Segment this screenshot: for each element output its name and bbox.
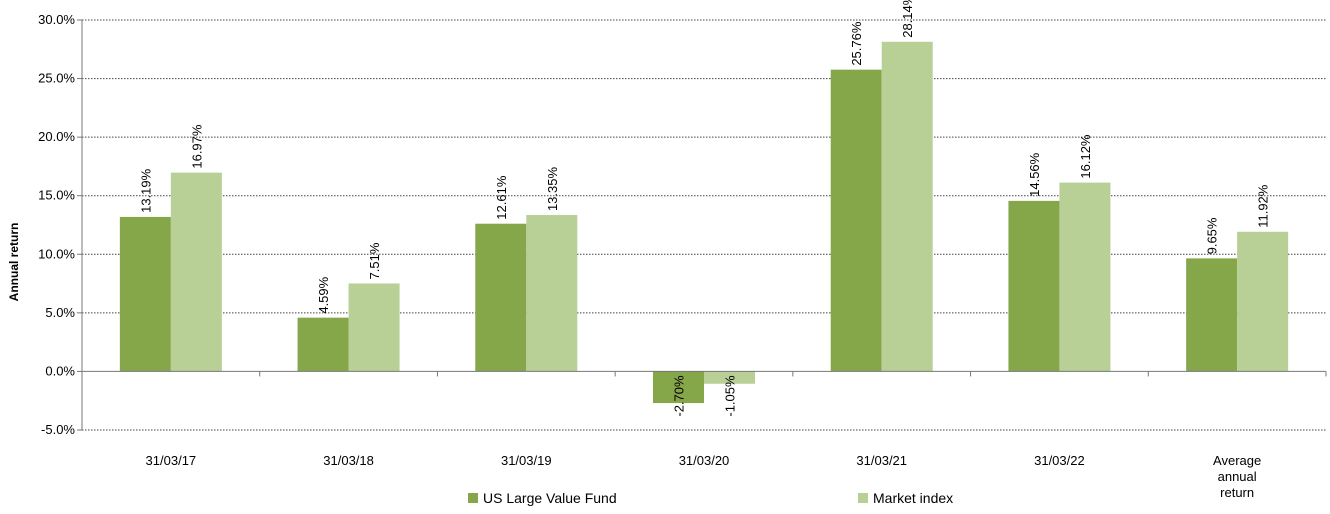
legend-swatch-us-large-value-fund <box>468 493 478 503</box>
y-tick-label: -5.0% <box>41 422 75 437</box>
x-tick-label: 31/03/21 <box>856 453 907 468</box>
data-label: 13.35% <box>545 167 560 212</box>
x-tick-label: 31/03/18 <box>323 453 374 468</box>
bar-index <box>881 41 933 372</box>
x-tick-label: 31/03/22 <box>1034 453 1085 468</box>
x-tick-label: 31/03/20 <box>679 453 730 468</box>
data-label: 11.92% <box>1256 184 1271 228</box>
y-tick-label: 10.0% <box>38 246 75 261</box>
legend: US Large Value Fund Market index <box>468 490 953 506</box>
y-tick-label: 25.0% <box>38 71 75 86</box>
data-label: 14.56% <box>1027 152 1042 197</box>
data-labels: 13.19% 16.97% 4.59% 7.51% 12.61% 13.35% -2.70%… <box>138 0 1270 417</box>
bar-fund <box>653 371 704 404</box>
y-tick-label: 15.0% <box>38 188 75 203</box>
bar-fund <box>1186 258 1238 372</box>
data-label: 7.51% <box>367 242 382 279</box>
axes: -5.0% 0.0% 5.0% 10.0% 15.0% 20.0% 25.0% 30.0% 31… <box>38 12 1327 500</box>
x-tick-label: 31/03/17 <box>146 453 197 468</box>
data-label: 4.59% <box>316 276 331 313</box>
bar-fund <box>119 216 171 372</box>
data-label: 16.12% <box>1078 134 1093 179</box>
gridlines <box>82 19 1326 431</box>
y-tick-label: 0.0% <box>45 363 75 378</box>
bar-index <box>704 371 755 384</box>
data-label: 13.19% <box>138 168 153 213</box>
bar-index <box>170 172 222 372</box>
bar-index <box>526 215 578 372</box>
bars <box>119 41 1289 404</box>
y-tick-label: 5.0% <box>45 305 75 320</box>
legend-swatch-market-index <box>858 493 868 503</box>
data-label: -1.05% <box>723 375 738 417</box>
data-label: 12.61% <box>494 175 509 220</box>
bar-fund <box>830 69 882 372</box>
bar-fund <box>297 317 349 372</box>
x-tick-label: Average annual return <box>1213 453 1261 500</box>
data-label: 28.14% <box>900 0 915 38</box>
data-label: -2.70% <box>672 375 687 417</box>
data-label: 9.65% <box>1205 217 1220 254</box>
data-label: 25.76% <box>849 21 864 66</box>
x-tick-label: 31/03/19 <box>501 453 552 468</box>
bar-index <box>1059 182 1111 372</box>
bar-index <box>1237 231 1289 372</box>
legend-label-us-large-value-fund: US Large Value Fund <box>483 490 617 506</box>
bar-fund <box>475 223 527 372</box>
legend-label-market-index: Market index <box>873 490 953 506</box>
y-tick-label: 30.0% <box>38 12 75 27</box>
data-label: 16.97% <box>189 124 204 169</box>
bar-index <box>348 283 400 372</box>
y-axis-label: Annual return <box>7 223 21 302</box>
y-tick-label: 20.0% <box>38 129 75 144</box>
bar-fund <box>1008 200 1060 372</box>
